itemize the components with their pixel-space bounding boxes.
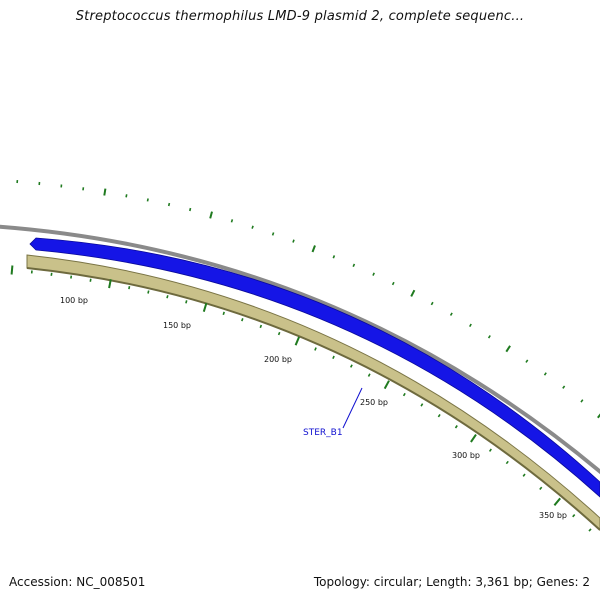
inner-minor-tick (128, 286, 131, 290)
inner-minor-tick (166, 295, 169, 299)
outer-minor-tick (230, 219, 234, 223)
gene-label-leader (342, 387, 363, 429)
tick-label-200: 200 bp (264, 355, 292, 364)
inner-minor-tick (488, 448, 492, 452)
inner-major-tick (10, 265, 14, 275)
inner-minor-tick (572, 514, 576, 518)
inner-tick-ring (10, 265, 592, 532)
inner-minor-tick (314, 347, 317, 351)
outer-major-tick (311, 245, 316, 253)
outer-major-tick (505, 345, 511, 353)
outer-minor-tick (525, 359, 529, 363)
cds-track (26, 254, 600, 531)
inner-minor-tick (259, 324, 263, 329)
outer-minor-tick (146, 198, 149, 202)
outer-minor-tick (487, 335, 491, 339)
outer-minor-tick (372, 272, 375, 276)
outer-minor-tick (292, 239, 295, 243)
inner-major-tick (294, 336, 301, 346)
tick-label-300: 300 bp (452, 451, 480, 460)
outer-minor-tick (167, 202, 171, 207)
outer-major-tick (410, 289, 416, 297)
inner-minor-tick (89, 278, 92, 282)
tick-label-150: 150 bp (163, 321, 191, 330)
inner-major-tick (202, 302, 208, 312)
inner-minor-tick (349, 364, 353, 368)
outer-minor-tick (391, 281, 395, 286)
outer-tick-ring (16, 180, 600, 419)
tick-label-350: 350 bp (539, 511, 567, 520)
outer-minor-tick (543, 372, 547, 376)
inner-minor-tick (222, 311, 225, 316)
outer-minor-tick (562, 385, 566, 389)
inner-major-tick (383, 380, 390, 390)
inner-major-tick (553, 497, 561, 506)
plasmid-backbone (0, 224, 600, 475)
accession-text: Accession: NC_008501 (9, 575, 146, 589)
inner-minor-tick (277, 331, 281, 336)
outer-minor-tick (449, 312, 453, 316)
inner-minor-tick (147, 290, 150, 294)
gene-label-ster-b1[interactable]: STER_B1 (303, 428, 343, 438)
outer-minor-tick (251, 225, 254, 229)
tick-label-250: 250 bp (360, 398, 388, 407)
outer-minor-tick (580, 399, 584, 403)
outer-minor-tick (189, 207, 192, 212)
inner-minor-tick (332, 355, 335, 360)
inner-major-tick (470, 434, 477, 443)
outer-minor-tick (469, 323, 472, 327)
inner-minor-tick (588, 528, 592, 532)
outer-minor-tick (271, 232, 275, 236)
inner-minor-tick (185, 300, 188, 304)
inner-minor-tick (454, 425, 458, 429)
inner-minor-tick (402, 392, 406, 397)
cds-track-edge (26, 267, 600, 531)
inner-minor-tick (505, 460, 509, 465)
outer-minor-tick (352, 263, 356, 268)
outer-minor-tick (332, 255, 336, 259)
inner-minor-tick (420, 403, 424, 407)
inner-minor-tick (539, 486, 543, 490)
inner-major-tick (108, 279, 112, 289)
outer-major-tick (597, 413, 600, 419)
inner-minor-tick (522, 473, 526, 477)
map-title: Streptococcus thermophilus LMD-9 plasmid… (75, 9, 525, 24)
outer-major-tick (103, 188, 107, 196)
tick-label-100: 100 bp (60, 296, 88, 305)
outer-minor-tick (430, 301, 434, 306)
inner-minor-tick (241, 318, 244, 322)
map-summary-text: Topology: circular; Length: 3,361 bp; Ge… (313, 575, 590, 589)
outer-minor-tick (125, 194, 128, 198)
inner-minor-tick (437, 413, 441, 418)
outer-major-tick (209, 211, 213, 219)
inner-minor-tick (367, 373, 371, 377)
